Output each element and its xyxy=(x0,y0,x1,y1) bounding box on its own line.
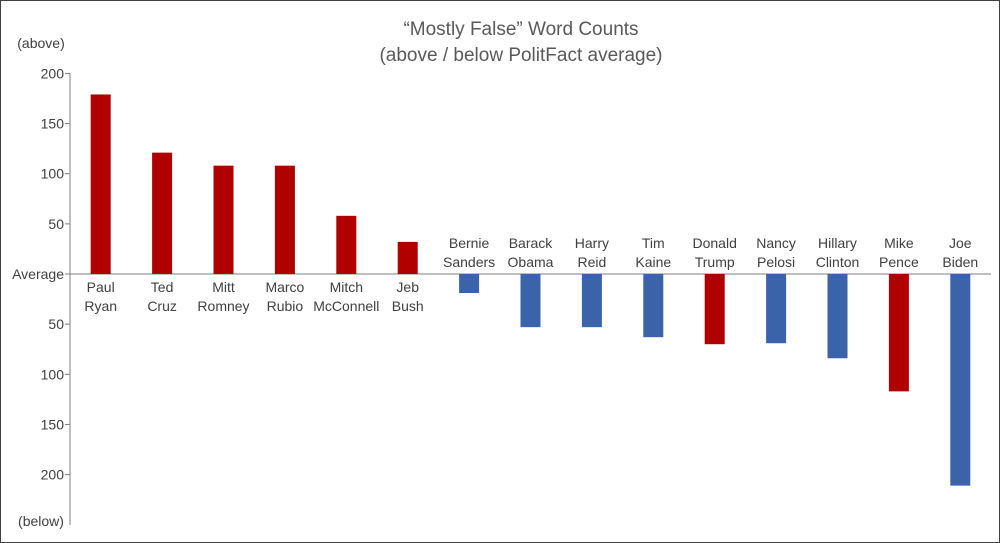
category-label-line1: Donald xyxy=(693,235,737,251)
category-label-line1: Nancy xyxy=(756,235,796,251)
category-label-line1: Harry xyxy=(575,235,609,251)
category-labels-layer: Paul Ryan Ted Cruz Mitt Romney Marco Rubio Mitch… xyxy=(84,235,978,314)
category-label-line2: Rubio xyxy=(267,298,304,314)
category-label-line2: Clinton xyxy=(816,254,860,270)
bar-reid xyxy=(581,274,602,328)
bar-clinton xyxy=(827,274,848,359)
category-label-line2: Sanders xyxy=(443,254,495,270)
bar-ryan xyxy=(90,94,111,274)
category-label-line2: Kaine xyxy=(635,254,671,270)
category-label-line1: Paul xyxy=(87,279,115,295)
y-tick-label: Average xyxy=(12,266,64,282)
bar-pelosi xyxy=(766,274,787,344)
y-tick-label: 50 xyxy=(48,316,64,332)
y-tick-label: 100 xyxy=(41,366,65,382)
category-label-line1: Ted xyxy=(151,279,174,295)
bars-layer xyxy=(90,94,971,486)
category-label-line1: Mitch xyxy=(330,279,363,295)
bar-bush xyxy=(397,241,418,274)
bar-pence xyxy=(888,274,909,392)
y-tick-label: 200 xyxy=(41,65,65,81)
chart-title: “Mostly False” Word Counts xyxy=(403,19,638,40)
bar-biden xyxy=(950,274,971,486)
bar-trump xyxy=(704,274,725,345)
bar-sanders xyxy=(459,274,480,294)
bar-cruz xyxy=(152,152,173,274)
category-label-line1: Tim xyxy=(642,235,665,251)
category-label-line2: Biden xyxy=(942,254,978,270)
category-label-line2: Bush xyxy=(392,298,424,314)
category-label-line2: Reid xyxy=(578,254,607,270)
y-axis-label-above: (above) xyxy=(17,35,64,51)
category-label-line1: Jeb xyxy=(396,279,419,295)
category-label-line1: Joe xyxy=(949,235,972,251)
y-tick-label: 150 xyxy=(41,116,65,132)
category-label-line1: Mitt xyxy=(212,279,235,295)
y-tick-label: 100 xyxy=(41,166,65,182)
y-tick-label: 50 xyxy=(48,216,64,232)
bar-romney xyxy=(213,165,234,274)
bar-rubio xyxy=(274,165,295,274)
category-label-line2: Romney xyxy=(197,298,249,314)
category-label-line1: Mike xyxy=(884,235,914,251)
bar-obama xyxy=(520,274,541,328)
y-tick-label: 200 xyxy=(41,467,65,483)
category-label-line1: Hillary xyxy=(818,235,857,251)
category-label-line2: Cruz xyxy=(147,298,177,314)
bar-mcconnell xyxy=(336,215,357,274)
y-tick-label: 150 xyxy=(41,416,65,432)
bar-kaine xyxy=(643,274,664,338)
category-label-line1: Marco xyxy=(265,279,304,295)
category-label-line2: McConnell xyxy=(313,298,379,314)
chart-subtitle: (above / below PolitFact average) xyxy=(379,45,662,66)
category-label-line2: Pelosi xyxy=(757,254,795,270)
category-label-line1: Barack xyxy=(509,235,554,251)
y-axis-label-below: (below) xyxy=(18,513,64,529)
category-label-line2: Pence xyxy=(879,254,919,270)
category-label-line2: Ryan xyxy=(84,298,117,314)
category-label-line2: Obama xyxy=(508,254,554,270)
category-label-line1: Bernie xyxy=(449,235,490,251)
category-label-line2: Trump xyxy=(695,254,735,270)
